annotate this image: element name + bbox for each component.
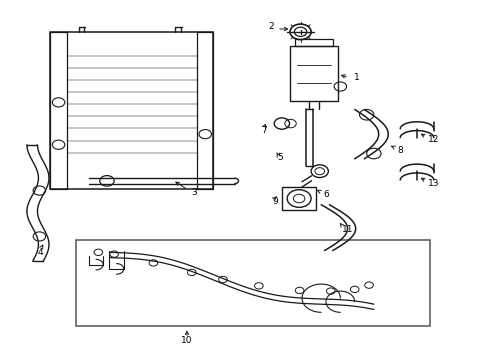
Bar [196, 32, 213, 189]
Bar [50, 32, 67, 189]
Text: 7: 7 [260, 126, 266, 135]
Text: 13: 13 [427, 179, 439, 188]
Bar [289, 46, 337, 100]
Text: 12: 12 [427, 135, 439, 144]
Text: 8: 8 [397, 145, 402, 154]
Text: 4: 4 [38, 248, 43, 257]
Text: 11: 11 [341, 225, 352, 234]
Text: 6: 6 [323, 190, 328, 199]
Bar [50, 32, 213, 189]
Bar [76, 240, 429, 327]
Bar [281, 187, 316, 210]
Text: 1: 1 [353, 73, 359, 82]
Text: 5: 5 [277, 153, 283, 162]
Text: 9: 9 [272, 197, 278, 206]
Text: 3: 3 [191, 188, 197, 197]
Text: 10: 10 [181, 336, 192, 345]
Text: 2: 2 [267, 22, 273, 31]
Bar [294, 39, 332, 46]
